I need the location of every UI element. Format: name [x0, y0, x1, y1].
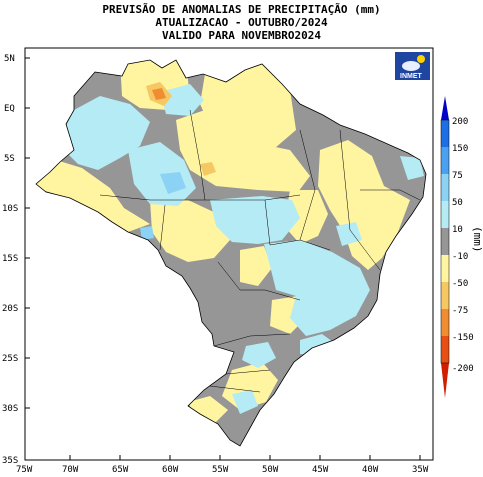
- anomaly-yellow-rondonia: [150, 200, 230, 262]
- colorbar: [440, 96, 450, 398]
- state-line-pr: [213, 333, 291, 347]
- brazil-outline: [35, 59, 427, 447]
- colorbar-label-50: 50: [452, 198, 463, 208]
- colorbar-label-75: 75: [452, 171, 463, 181]
- inmet-logo: INMET: [395, 52, 430, 80]
- axis-ticks: [24, 57, 421, 460]
- colorbar-label-neg10: -10: [452, 252, 468, 262]
- map-title-line-2: ATUALIZACAO - OUTUBRO/2024: [155, 16, 328, 29]
- lat-label-30s: 30S: [2, 404, 18, 414]
- colorbar-band-neg75-neg150: [441, 309, 449, 336]
- state-boundaries: [99, 109, 421, 393]
- colorbar-label-200: 200: [452, 117, 468, 127]
- colorbar-band-neutral: [441, 228, 449, 255]
- colorbar-label-150: 150: [452, 144, 468, 154]
- anomaly-blue-mato-grosso: [210, 196, 300, 244]
- anomaly-yellow-acre: [36, 160, 150, 232]
- cloud-icon: [402, 61, 420, 71]
- lat-label-eq: EQ: [4, 104, 15, 114]
- lat-label-5n: 5N: [4, 54, 15, 64]
- lon-label-50w: 50W: [262, 465, 279, 475]
- state-line-para-to: [299, 129, 316, 241]
- colorbar-band-neg10-neg50: [441, 255, 449, 282]
- anomaly-yellow-goias: [240, 246, 272, 286]
- colorbar-band-50-75: [441, 174, 449, 201]
- anomaly-darkorange-roraima: [152, 88, 166, 100]
- lat-label-5s: 5S: [4, 154, 15, 164]
- lat-label-25s: 25S: [2, 354, 18, 364]
- anomaly-midblue-rondonia: [140, 226, 154, 240]
- anomaly-midblue-amazonas: [160, 172, 186, 194]
- colorbar-band-150-200: [441, 120, 449, 147]
- lon-label-65w: 65W: [112, 465, 129, 475]
- lon-label-75w: 75W: [16, 465, 33, 475]
- units-label: (mm): [471, 226, 483, 253]
- lat-label-10s: 10S: [2, 204, 18, 214]
- anomaly-yellow-nordeste: [318, 140, 410, 270]
- lon-label-60w: 60W: [162, 465, 179, 475]
- anomaly-blue-bahia: [336, 222, 362, 246]
- lon-label-70w: 70W: [62, 465, 79, 475]
- state-line-sc: [225, 369, 271, 375]
- lon-label-40w: 40W: [362, 465, 379, 475]
- state-line-ma-pi-ba: [339, 129, 381, 271]
- map-title-line-1: PREVISÃO DE ANOMALIAS DE PRECIPITAÇÃO (m…: [102, 3, 381, 16]
- map-title-line-3: VALIDO PARA NOVEMBRO2024: [162, 29, 321, 42]
- colorbar-label-neg75: -75: [452, 306, 468, 316]
- state-line-ne-coastal: [360, 189, 421, 201]
- latitude-labels: 5N EQ 5S 10S 15S 20S 25S 30S 35S: [2, 54, 18, 466]
- colorbar-outline: [440, 119, 450, 364]
- colorbar-band-75-150: [441, 147, 449, 174]
- state-line-amazonas-para: [189, 109, 206, 201]
- lat-label-20s: 20S: [2, 304, 18, 314]
- sun-icon: [417, 55, 425, 63]
- state-line-ms-mg: [217, 261, 301, 301]
- anomaly-blue-rs: [232, 390, 258, 414]
- state-line-mt-go: [264, 199, 331, 251]
- colorbar-label-10: 10: [452, 225, 463, 235]
- colorbar-bottom-arrow: [441, 363, 449, 398]
- anomaly-yellow-tocantins: [284, 190, 328, 244]
- colorbar-label-neg150: -150: [452, 333, 474, 343]
- colorbar-label-neg200: -200: [452, 364, 474, 374]
- colorbar-top-arrow: [441, 96, 449, 120]
- longitude-labels: 75W 70W 65W 60W 55W 50W 45W 40W 35W: [16, 465, 429, 475]
- lon-label-35w: 35W: [412, 465, 429, 475]
- anomaly-orange-para: [200, 162, 216, 176]
- colorbar-labels: 200 150 75 50 10 -10 -50 -75 -150 -200: [452, 117, 474, 374]
- lat-label-35s: 35S: [2, 456, 18, 466]
- inmet-logo-text: INMET: [400, 73, 423, 80]
- anomaly-blue-parana: [242, 342, 276, 368]
- state-line-ro: [159, 204, 166, 251]
- colorbar-band-neg50-neg75: [441, 282, 449, 309]
- colorbar-label-neg50: -50: [452, 279, 468, 289]
- anomaly-blue-roraima: [160, 84, 204, 116]
- lon-label-55w: 55W: [212, 465, 229, 475]
- state-line-rs: [209, 385, 261, 393]
- colorbar-band-10-50: [441, 201, 449, 228]
- lon-label-45w: 45W: [312, 465, 329, 475]
- anomaly-blue-ne-coast: [400, 156, 424, 180]
- lat-label-15s: 15S: [2, 254, 18, 264]
- colorbar-band-neg150-neg200: [441, 336, 449, 363]
- anomaly-blue-central-southeast: [264, 240, 370, 336]
